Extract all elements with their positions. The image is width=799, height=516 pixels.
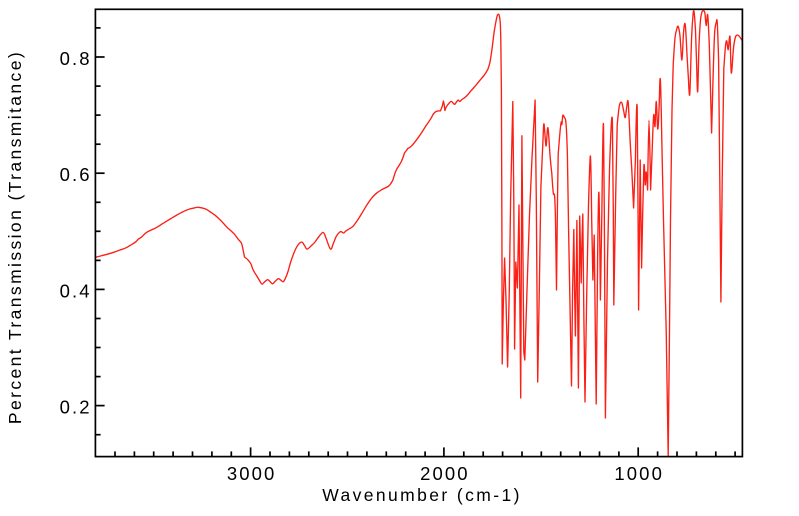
- svg-text:1000: 1000: [614, 463, 664, 484]
- svg-text:Percent Transmission (Transmit: Percent Transmission (Transmitance): [5, 50, 25, 424]
- svg-text:0.2: 0.2: [60, 397, 92, 418]
- svg-text:0.6: 0.6: [60, 164, 92, 185]
- svg-text:0.4: 0.4: [60, 280, 92, 301]
- svg-text:2000: 2000: [420, 463, 470, 484]
- svg-text:0.8: 0.8: [60, 48, 92, 69]
- svg-text:Wavenumber (cm-1): Wavenumber (cm-1): [322, 485, 522, 505]
- svg-text:3000: 3000: [227, 463, 277, 484]
